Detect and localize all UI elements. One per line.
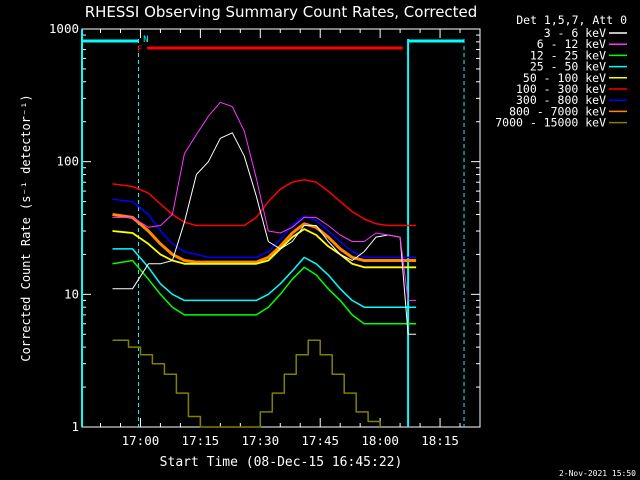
legend-label: 100 - 300 keV	[516, 82, 606, 96]
y-tick-label: 1000	[49, 21, 79, 36]
footer-timestamp: 2-Nov-2021 15:50	[559, 469, 636, 478]
x-axis-label: Start Time (08-Dec-15 16:45:22)	[160, 455, 403, 470]
series-line-100-300-kev	[112, 179, 417, 227]
legend-label: 800 - 7000 keV	[509, 104, 606, 118]
y-tick-label: 100	[56, 154, 79, 169]
flag-label-f: F	[137, 45, 142, 55]
y-axis-label: Corrected Count Rate (s⁻¹ detector⁻¹)	[19, 94, 33, 361]
series-line-25-50-kev	[112, 248, 417, 308]
x-tick-labels: 17:00 17:15 17:30 17:45 18:00 18:15	[122, 433, 459, 448]
x-tick-label: 17:30	[241, 433, 279, 448]
x-tick-label: 18:15	[421, 433, 459, 448]
series-line-50-100-kev	[112, 228, 417, 269]
series-line-12-25-kev	[112, 259, 417, 325]
legend-label: 7000 - 15000 keV	[495, 116, 606, 130]
x-tick-label: 17:00	[122, 433, 160, 448]
x-tick-label: 17:15	[182, 433, 220, 448]
legend-label: 6 - 12 keV	[537, 37, 606, 51]
legend-label: 3 - 6 keV	[544, 26, 606, 40]
series-line-7000-15000-kev	[112, 339, 381, 428]
flag-label-n: N	[143, 35, 148, 45]
series-line-6-12-kev	[112, 101, 417, 301]
y-tick-label: 10	[64, 286, 79, 301]
observing-flags: NF	[81, 29, 465, 427]
series-line-3-6-kev	[112, 132, 417, 335]
y-tick-label: 1	[71, 419, 79, 434]
legend-label: 300 - 800 keV	[516, 93, 606, 107]
legend-label: 25 - 50 keV	[530, 60, 606, 74]
plot-series	[112, 101, 417, 428]
legend-label: 12 - 25 keV	[530, 48, 606, 62]
legend-label: 50 - 100 keV	[523, 71, 606, 85]
chart-title: RHESSI Observing Summary Count Rates, Co…	[85, 3, 478, 21]
y-tick-labels: 1 10 100 1000	[49, 21, 79, 434]
x-tick-label: 17:45	[301, 433, 339, 448]
x-tick-label: 18:00	[361, 433, 399, 448]
legend-title: Det 1,5,7, Att 0	[516, 13, 627, 27]
